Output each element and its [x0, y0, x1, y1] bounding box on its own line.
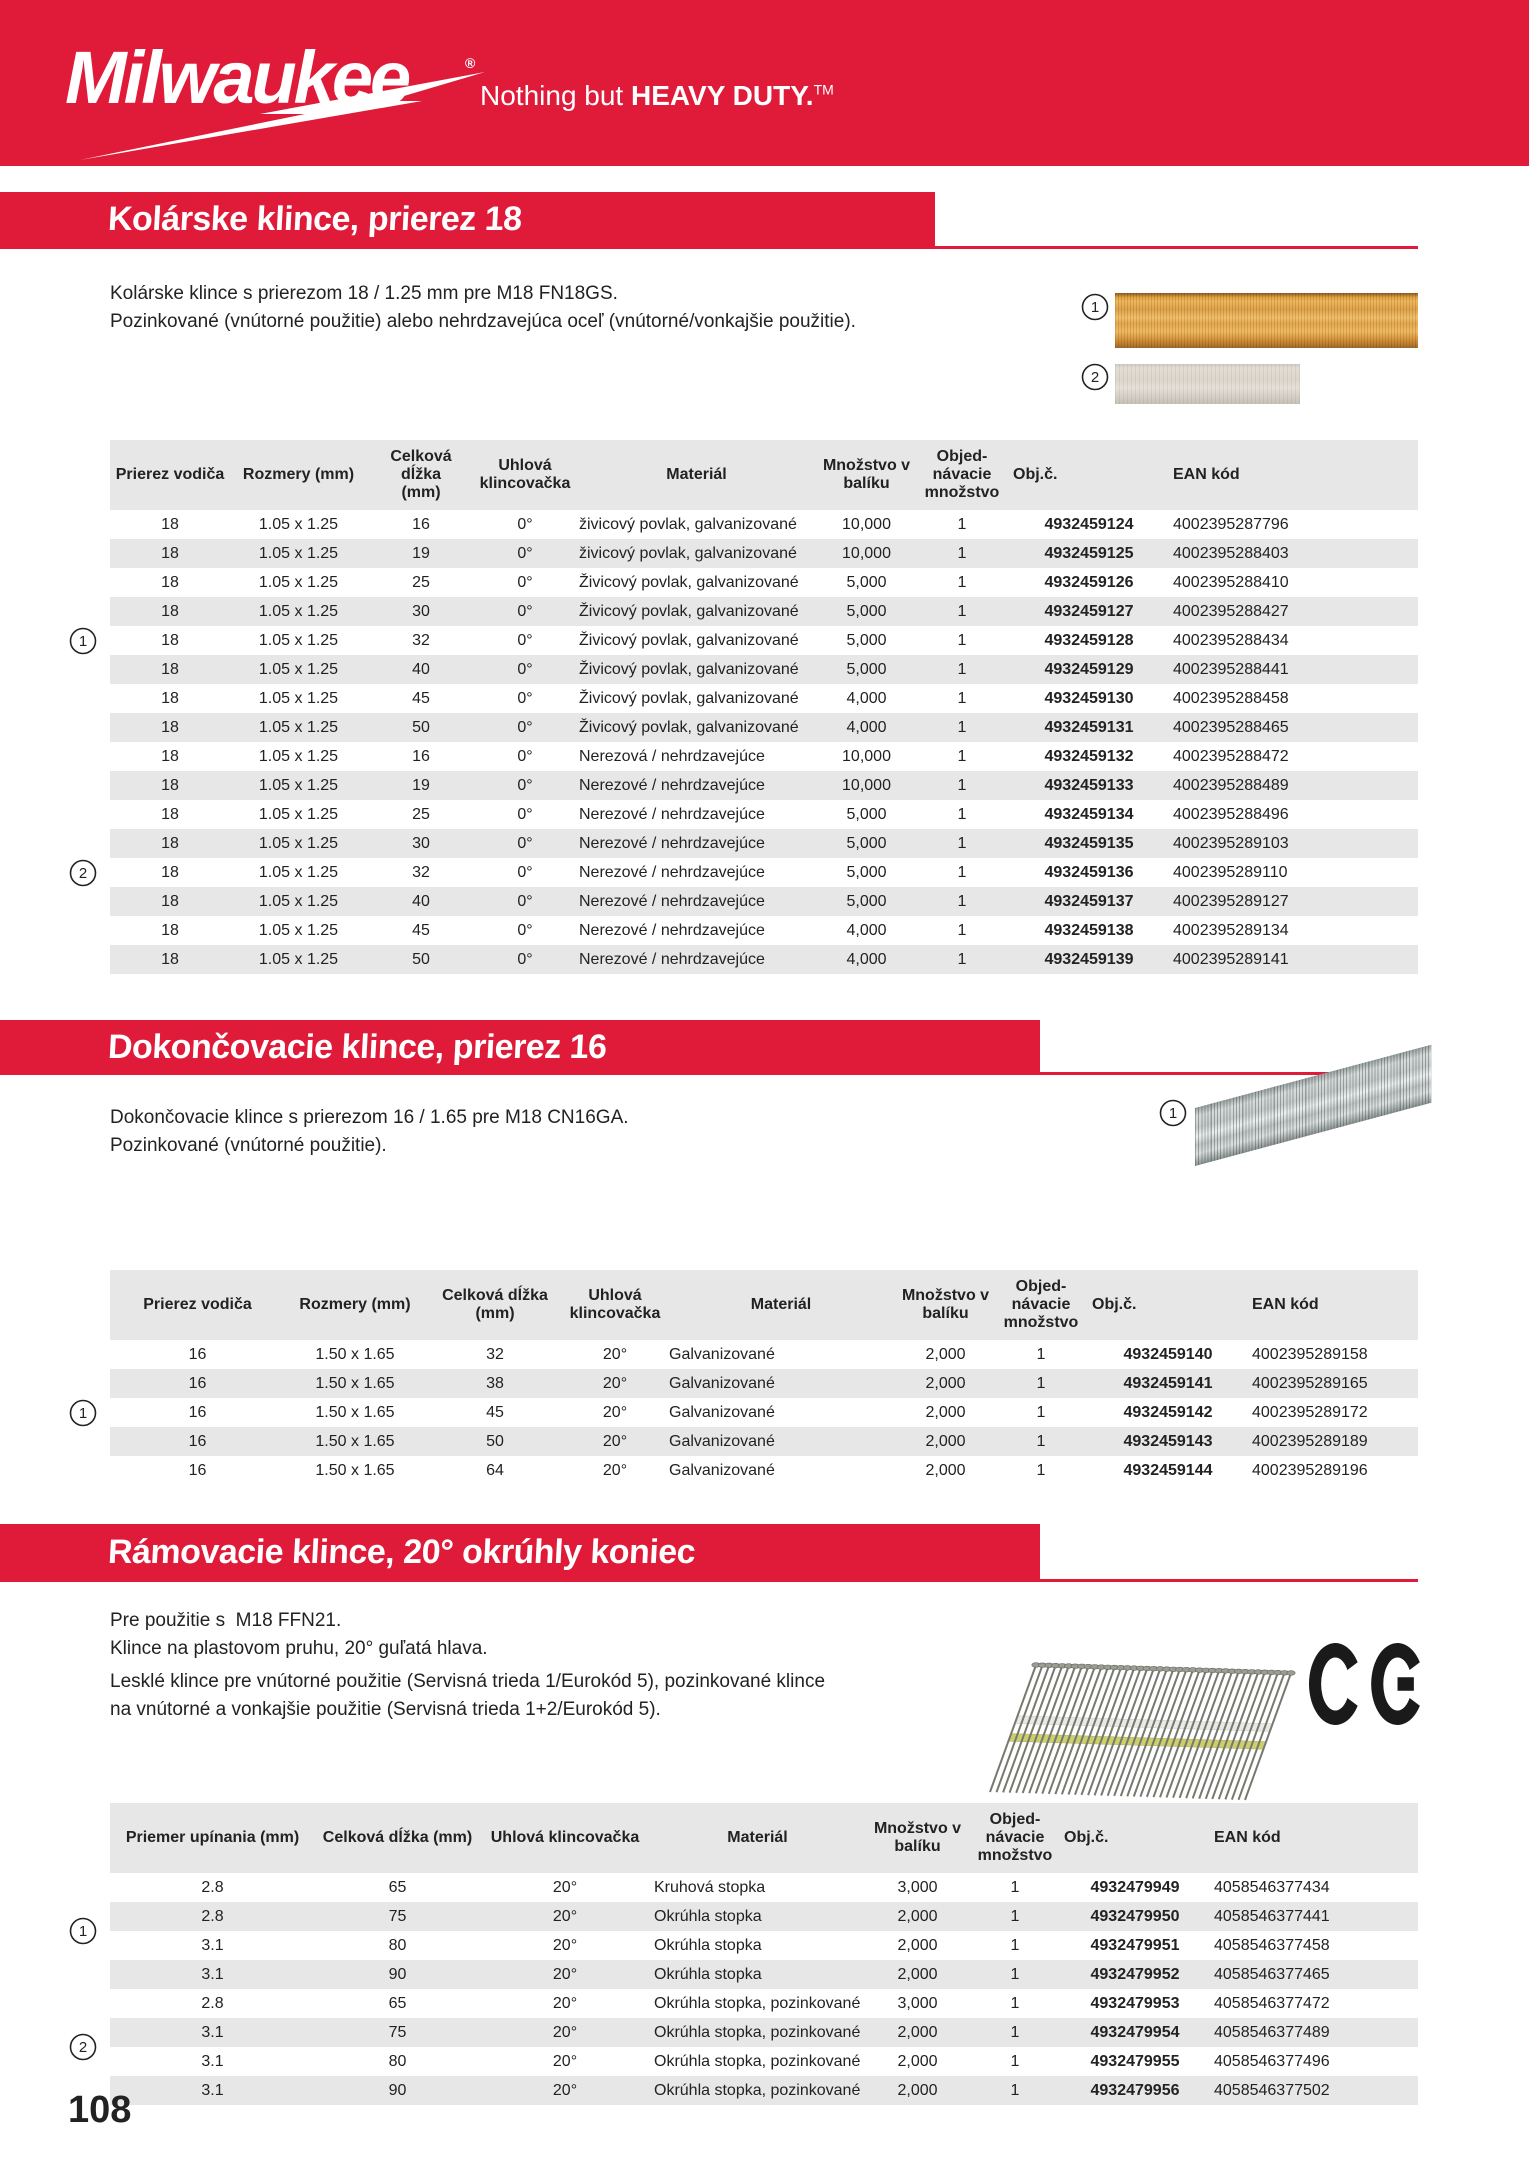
svg-text:1: 1 [79, 1405, 87, 1422]
svg-text:1: 1 [1169, 1105, 1177, 1122]
svg-text:2: 2 [79, 2039, 87, 2056]
svg-text:2: 2 [79, 865, 87, 882]
svg-text:1: 1 [79, 1923, 87, 1940]
svg-text:2: 2 [1091, 369, 1099, 386]
svg-text:1: 1 [1091, 299, 1099, 316]
svg-text:1: 1 [79, 633, 87, 650]
svg-text:®: ® [465, 55, 476, 71]
